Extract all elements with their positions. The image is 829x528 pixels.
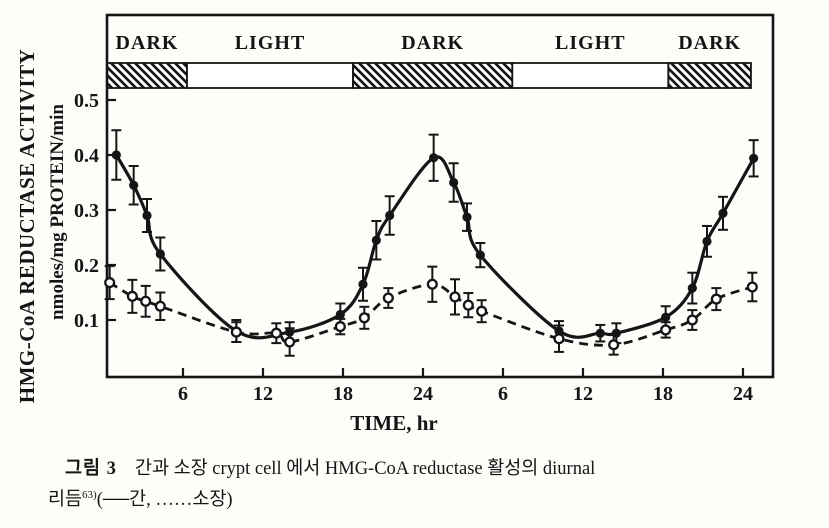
y-axis: 0.1 0.2 0.3 0.4 0.5 (74, 90, 116, 332)
data-point-open (426, 278, 438, 290)
data-point-filled (661, 312, 671, 322)
data-point-filled (749, 153, 759, 163)
reference-superscript: 63) (82, 488, 97, 501)
data-point-open (140, 295, 152, 307)
y-axis-title-outer: HMG-CoA REDUCTASE ACTIVITY (15, 49, 39, 404)
x-axis-title: TIME, hr (350, 411, 438, 435)
caption-line1: 그림 3 간과 소장 crypt cell 에서 HMG-CoA reductas… (48, 457, 808, 482)
data-point-open (382, 292, 394, 304)
data-point-open (270, 327, 282, 339)
data-point-open (462, 299, 474, 311)
data-point-open (449, 291, 461, 303)
x-tick-label: 12 (253, 383, 273, 405)
y-axis-title-inner: nmoles/mg PROTEIN/min (47, 104, 68, 320)
data-point-open (660, 324, 672, 336)
dark-band-segment (667, 62, 752, 89)
x-axis: 6 12 18 24 6 12 18 24 (178, 368, 753, 405)
y-tick-label: 0.1 (74, 310, 99, 332)
data-point-open (230, 326, 242, 338)
data-point-filled (155, 249, 165, 259)
data-point-filled (462, 212, 472, 222)
data-point-filled (129, 180, 139, 190)
x-tick-label: 24 (733, 383, 753, 405)
y-tick-label: 0.5 (74, 90, 99, 112)
data-point-filled (475, 250, 485, 260)
data-point-filled (358, 279, 368, 289)
band-label-dark-4: DARK (678, 32, 741, 54)
y-tick-label: 0.3 (74, 200, 99, 222)
data-point-open (686, 314, 698, 326)
data-point-filled (111, 150, 121, 160)
dark-band-segment (106, 62, 188, 89)
caption-legend: (──간, ……소장) (96, 489, 233, 510)
data-point-open (746, 281, 758, 293)
intestine-curve (108, 281, 753, 347)
band-label-light-1: LIGHT (235, 32, 306, 54)
data-point-filled (385, 210, 395, 221)
data-point-filled (702, 236, 712, 246)
data-point-open (284, 336, 296, 348)
data-point-open (476, 305, 488, 317)
plot-frame (105, 13, 775, 379)
x-tick-label: 12 (573, 383, 593, 405)
data-point-filled (718, 208, 728, 218)
caption-line2: 리듬63)(──간, ……소장) (48, 488, 808, 513)
diurnal-rhythm-chart: DARK LIGHT DARK LIGHT DARK 0.1 0.2 0.3 0.4 0.5 6 12… (15, 13, 775, 435)
x-tick-label: 6 (498, 383, 508, 405)
error-bars-series-1 (111, 129, 759, 345)
data-point-filled (449, 177, 459, 188)
data-point-filled (142, 210, 152, 221)
light-band-segment (186, 62, 354, 89)
filled-circle-markers (111, 150, 759, 338)
dark-band-segment (352, 62, 514, 89)
light-dark-band-row: DARK LIGHT DARK LIGHT DARK (106, 32, 752, 89)
data-point-open (154, 300, 166, 312)
figure-number: 그림 3 (65, 459, 117, 479)
x-tick-label: 18 (653, 383, 673, 405)
caption-text: 간과 소장 crypt cell 에서 HMG-CoA reductase 활성… (134, 459, 596, 479)
data-point-open (104, 277, 116, 289)
data-point-open (126, 290, 138, 302)
figure-caption: 그림 3 간과 소장 crypt cell 에서 HMG-CoA reductas… (48, 457, 808, 513)
band-label-dark-0: DARK (116, 32, 179, 54)
data-point-open (710, 293, 722, 305)
caption-line2-text: 리듬 (48, 489, 83, 510)
liver-curve (114, 154, 756, 340)
y-tick-label: 0.2 (74, 255, 99, 277)
data-point-filled (335, 309, 345, 320)
data-point-filled (429, 153, 439, 163)
band-label-light-3: LIGHT (555, 32, 626, 54)
open-circle-markers (104, 277, 758, 351)
data-point-open (358, 312, 370, 324)
data-point-filled (687, 283, 697, 293)
light-band-segment (511, 62, 670, 89)
band-label-dark-2: DARK (401, 32, 464, 54)
x-tick-label: 24 (413, 383, 433, 405)
x-tick-label: 18 (333, 383, 353, 405)
data-point-open (553, 333, 565, 345)
data-point-filled (371, 235, 381, 245)
y-tick-label: 0.4 (74, 145, 99, 167)
data-point-open (608, 339, 620, 351)
data-point-filled (595, 328, 605, 338)
x-tick-label: 6 (178, 383, 188, 405)
data-point-open (334, 321, 346, 333)
